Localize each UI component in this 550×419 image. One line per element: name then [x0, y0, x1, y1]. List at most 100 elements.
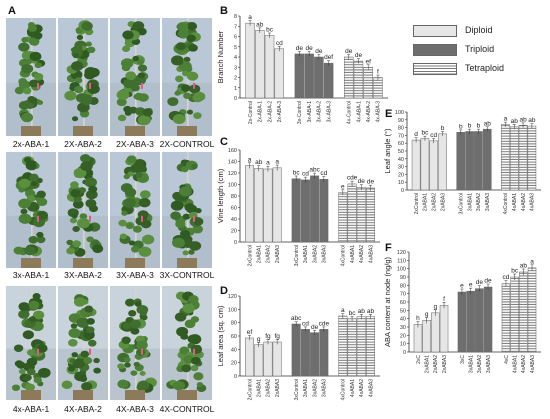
bar	[509, 126, 519, 191]
x-tick-label: 2xABA1	[257, 245, 263, 263]
x-tick-label: 4xABA1	[350, 245, 356, 263]
bar	[304, 53, 314, 99]
significance-letter: e	[460, 283, 464, 290]
significance-letter: h	[416, 315, 420, 322]
significance-letter: de	[484, 278, 492, 285]
x-tick-label: 3xControl	[294, 379, 300, 400]
panel-letter-f: F	[385, 242, 392, 254]
y-tick-label: 20	[231, 229, 237, 235]
panel-letter-d: D	[220, 285, 228, 297]
bar	[254, 168, 264, 243]
y-tick-label: 120	[228, 294, 237, 300]
panel-letter-c: C	[220, 136, 228, 148]
photo-caption: 2X-ABA-3	[116, 139, 154, 149]
significance-letter: ab	[256, 21, 264, 28]
chart-branch-number: 0 1 2 3 4 5 6 7 8 Branch Number a 2x-Control ab 2x-AB…	[216, 8, 398, 134]
chart-aba-content: 0 10 20 30 40 50 60 70 80 90 100 110 120 ABA content …	[383, 240, 545, 418]
y-tick-label: 160	[228, 148, 237, 154]
legend-swatch-tetraploid	[413, 63, 457, 75]
chart-leaf-angle: 0 10 20 30 40 50 60 70 80 90 100 Leaf angle (°) d 2xC…	[383, 108, 545, 240]
plant-photo	[6, 18, 56, 136]
significance-letter: ab	[484, 120, 492, 127]
bar	[263, 168, 273, 243]
bar	[347, 183, 357, 243]
bar	[300, 179, 310, 243]
x-tick-label: 4xABA3	[530, 355, 536, 373]
bar	[291, 323, 301, 377]
significance-letter: de	[345, 48, 353, 55]
y-tick-label: 4	[234, 55, 237, 61]
bar	[429, 140, 439, 191]
significance-letter: a	[266, 160, 270, 167]
y-tick-label: 50	[400, 308, 406, 314]
x-tick-label: 2xControl	[247, 245, 253, 266]
bar	[373, 77, 383, 99]
y-tick-label: 70	[400, 292, 406, 298]
legend-label-diploid: Diploid	[465, 25, 493, 35]
significance-letter: de	[315, 48, 323, 55]
bar	[245, 337, 254, 377]
bar	[518, 125, 528, 191]
x-tick-label: 4xControl	[341, 245, 347, 266]
plant-photo	[58, 286, 108, 400]
photo-caption: 4X-ABA-3	[116, 404, 154, 414]
bar	[310, 175, 320, 243]
plant-photo	[162, 286, 212, 400]
significance-letter: de	[358, 178, 366, 185]
y-tick-label: 120	[228, 171, 237, 177]
significance-letter: a	[248, 156, 252, 163]
y-tick-label: 20	[398, 172, 404, 178]
x-tick-label: 3xControl	[294, 245, 300, 266]
bar	[475, 288, 484, 353]
x-tick-label: 3xABA2	[312, 245, 318, 263]
y-tick-label: 0	[234, 374, 237, 380]
x-tick-label: 3x-ABA-1	[307, 101, 313, 123]
significance-letter: bc	[349, 310, 357, 317]
bar	[272, 167, 282, 243]
x-tick-label: 2xABA1	[423, 193, 429, 211]
x-tick-label: 4xABA3	[530, 193, 536, 211]
legend-item-triploid: Triploid	[413, 41, 543, 60]
photo-caption: 2X-ABA-2	[64, 139, 102, 149]
plant-photo	[110, 152, 160, 268]
x-tick-label: 4xABA3	[368, 379, 374, 397]
x-tick-label: 2x-ABA-3	[277, 101, 283, 123]
y-tick-label: 40	[231, 217, 237, 223]
bar	[272, 341, 282, 377]
x-tick-label: 4xABA1	[512, 193, 518, 211]
significance-letter: ab	[255, 159, 263, 166]
y-tick-label: 80	[231, 321, 237, 327]
significance-letter: g	[425, 311, 429, 318]
bar	[457, 291, 467, 353]
bar	[264, 35, 275, 99]
bar	[482, 128, 492, 191]
significance-letter: b	[459, 123, 463, 130]
ploidy-legend: Diploid Triploid Tetraploid	[413, 22, 543, 79]
significance-letter: abc	[309, 167, 320, 174]
legend-label-tetraploid: Tetraploid	[465, 63, 505, 73]
bar	[347, 318, 357, 377]
x-tick-label: 2x-Control	[248, 101, 254, 124]
y-tick-label: 100	[228, 183, 237, 189]
x-tick-label: 2xABA2	[433, 355, 439, 373]
x-tick-label: 2xABA2	[266, 379, 272, 397]
legend-swatch-diploid	[413, 25, 457, 37]
x-tick-label: 2xABA3	[442, 355, 448, 373]
y-tick-label: 80	[398, 126, 404, 132]
y-tick-label: 0	[234, 96, 237, 102]
bar	[300, 329, 310, 377]
plant-photo	[6, 286, 56, 400]
bar	[245, 165, 254, 243]
legend-label-triploid: Triploid	[465, 44, 495, 54]
bar	[319, 179, 329, 243]
significance-letter: de	[355, 52, 363, 59]
photo-caption: 4X-ABA-2	[64, 404, 102, 414]
significance-letter: b	[441, 125, 445, 132]
y-axis-label: Branch Number	[216, 30, 225, 83]
legend-item-tetraploid: Tetraploid	[413, 60, 543, 79]
y-tick-label: 0	[401, 188, 404, 194]
bar	[356, 187, 366, 243]
significance-letter: g	[434, 303, 438, 310]
plant-photo	[58, 18, 108, 136]
